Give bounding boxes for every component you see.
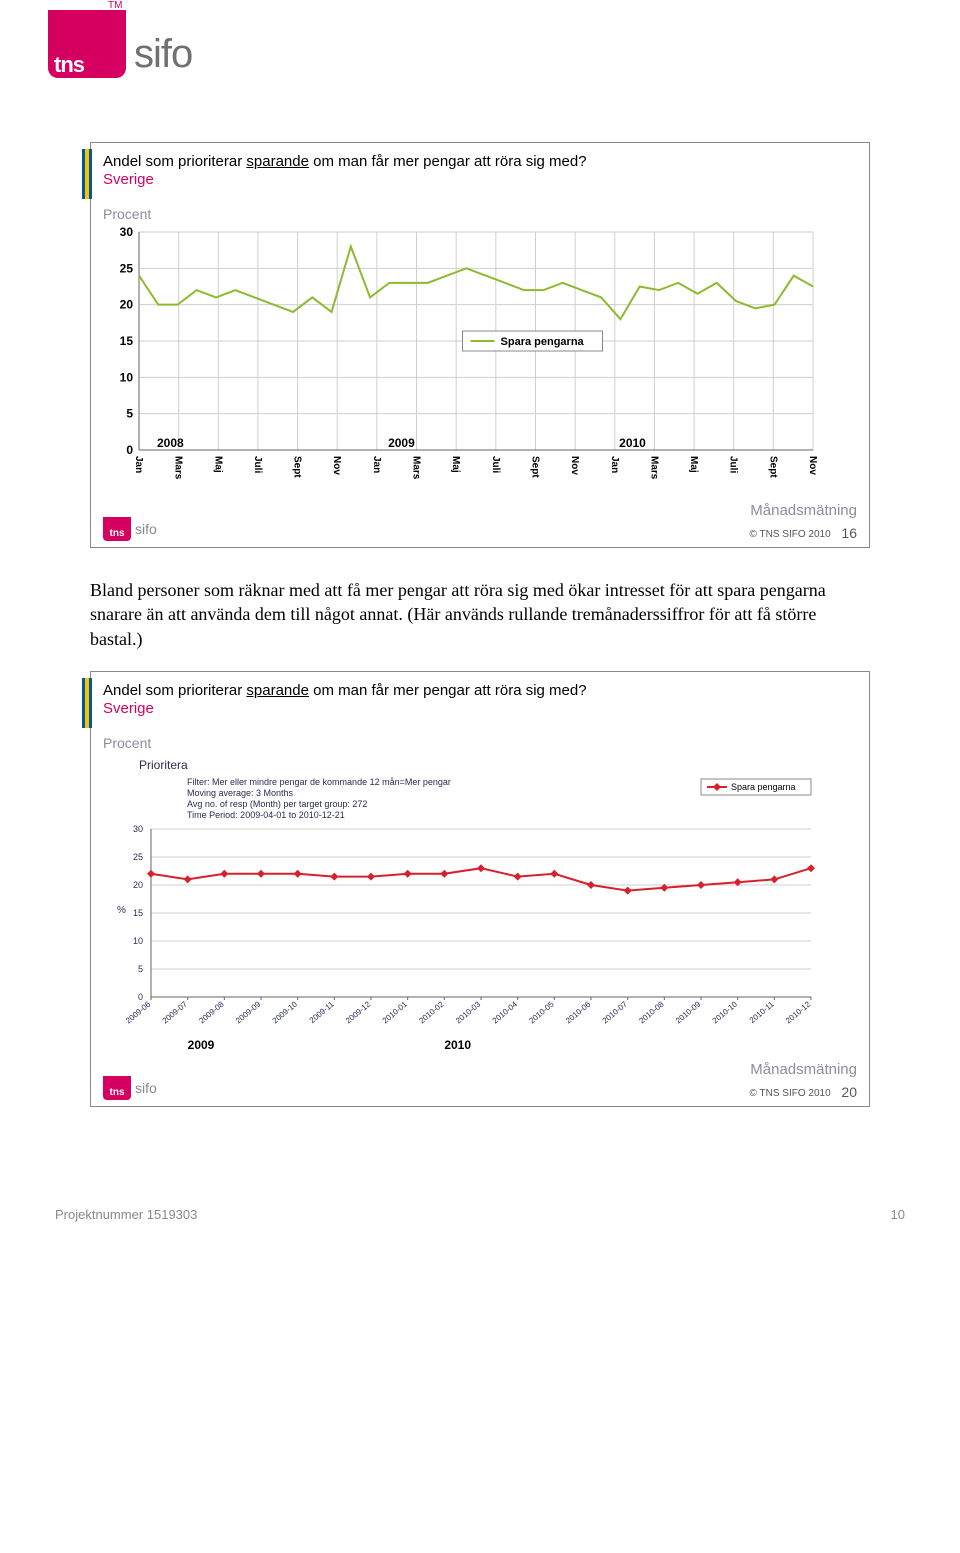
chart1-page-no: 16 — [841, 525, 857, 541]
svg-text:Jan: Jan — [133, 456, 144, 473]
page-footer: Projektnummer 1519303 10 — [0, 1167, 960, 1232]
chart1-ylabel: Procent — [103, 206, 857, 222]
svg-text:Filter: Mer eller mindre penga: Filter: Mer eller mindre pengar de komma… — [187, 777, 451, 787]
svg-text:2009-07: 2009-07 — [161, 999, 190, 1025]
chart2-page-no: 20 — [841, 1084, 857, 1100]
svg-text:2010-09: 2010-09 — [674, 999, 703, 1025]
svg-text:2010: 2010 — [619, 436, 646, 450]
svg-text:5: 5 — [126, 407, 133, 421]
svg-text:30: 30 — [120, 226, 134, 239]
chart2-mini-logo: tnssifo — [103, 1076, 157, 1100]
svg-text:%: % — [117, 905, 126, 916]
svg-text:2010-04: 2010-04 — [491, 999, 520, 1025]
chart1-svg: 0 5 10 15 20 25 30 Jan Mars Maj Juli Sept Nov Jan Mars… — [103, 226, 823, 496]
chart1-container: Andel som prioriterar sparande om man få… — [90, 142, 870, 548]
chart1-title-pre: Andel som prioriterar — [103, 153, 246, 170]
logo-tns-text: tns — [54, 52, 84, 78]
svg-text:10: 10 — [133, 936, 143, 946]
chart2-svg: Prioritera Filter: Mer eller mindre penga… — [103, 755, 823, 1055]
svg-text:10: 10 — [120, 370, 134, 384]
svg-text:Time Period: 2009-04-01 to 201: Time Period: 2009-04-01 to 2010-12-21 — [187, 810, 345, 820]
svg-text:15: 15 — [133, 908, 143, 918]
svg-text:2009-10: 2009-10 — [271, 999, 300, 1025]
svg-text:Nov: Nov — [807, 456, 818, 475]
svg-text:2010-10: 2010-10 — [711, 999, 740, 1025]
svg-text:Nov: Nov — [569, 456, 580, 475]
svg-text:2010-11: 2010-11 — [748, 999, 776, 1025]
svg-text:2010-07: 2010-07 — [601, 999, 630, 1025]
svg-text:15: 15 — [120, 334, 134, 348]
svg-text:2010-12: 2010-12 — [784, 999, 813, 1025]
svg-text:Spara pengarna: Spara pengarna — [501, 336, 585, 348]
svg-text:Sept: Sept — [292, 456, 303, 478]
chart1-title-underline: sparande — [246, 153, 309, 170]
chart2-title-post: om man får mer pengar att röra sig med? — [309, 682, 587, 699]
svg-text:Juli: Juli — [490, 456, 501, 473]
svg-text:0: 0 — [126, 443, 133, 457]
chart2-country: Sverige — [103, 700, 857, 717]
svg-text:Maj: Maj — [450, 456, 461, 473]
svg-text:2009-11: 2009-11 — [308, 999, 336, 1025]
svg-text:2009-06: 2009-06 — [124, 999, 153, 1025]
svg-text:5: 5 — [138, 964, 143, 974]
project-number: Projektnummer 1519303 — [55, 1207, 197, 1222]
svg-text:2010-02: 2010-02 — [417, 999, 446, 1025]
chart2-title-pre: Andel som prioriterar — [103, 682, 246, 699]
svg-text:Spara pengarna: Spara pengarna — [731, 782, 796, 792]
svg-text:2009-09: 2009-09 — [234, 999, 263, 1025]
svg-text:20: 20 — [133, 880, 143, 890]
svg-text:Mars: Mars — [648, 456, 659, 480]
chart1-mini-logo: tnssifo — [103, 517, 157, 541]
svg-text:Sept: Sept — [529, 456, 540, 478]
svg-text:2010-06: 2010-06 — [564, 999, 593, 1025]
svg-text:2010-05: 2010-05 — [527, 999, 556, 1025]
chart2-copyright: © TNS SIFO 2010 — [750, 1088, 831, 1099]
chart1-title-post: om man får mer pengar att röra sig med? — [309, 153, 587, 170]
svg-text:Maj: Maj — [212, 456, 223, 473]
svg-text:2009: 2009 — [188, 1038, 215, 1052]
page-number: 10 — [891, 1207, 905, 1222]
svg-text:25: 25 — [133, 852, 143, 862]
svg-text:Mars: Mars — [411, 456, 422, 480]
chart1-country: Sverige — [103, 171, 857, 188]
chart2-title: Andel som prioriterar sparande om man få… — [103, 682, 857, 699]
svg-text:2010-08: 2010-08 — [637, 999, 666, 1025]
svg-text:Mars: Mars — [173, 456, 184, 480]
svg-text:Moving average: 3 Months: Moving average: 3 Months — [187, 788, 294, 798]
svg-text:Maj: Maj — [688, 456, 699, 473]
svg-text:Sept: Sept — [767, 456, 778, 478]
sweden-flag-stripe — [82, 149, 92, 199]
svg-text:2010-01: 2010-01 — [381, 999, 410, 1025]
chart1-footer-label: Månadsmätning — [750, 502, 857, 519]
svg-text:Prioritera: Prioritera — [139, 758, 188, 772]
svg-text:2009-12: 2009-12 — [344, 999, 373, 1025]
chart2-container: Andel som prioriterar sparande om man få… — [90, 671, 870, 1107]
chart1-copyright: © TNS SIFO 2010 — [750, 529, 831, 540]
svg-text:Avg no. of resp (Month) per ta: Avg no. of resp (Month) per target group… — [187, 799, 367, 809]
body-paragraph: Bland personer som räknar med att få mer… — [90, 578, 870, 651]
svg-text:2009-08: 2009-08 — [197, 999, 226, 1025]
svg-text:Juli: Juli — [728, 456, 739, 473]
svg-text:Juli: Juli — [252, 456, 263, 473]
svg-text:2009: 2009 — [388, 436, 415, 450]
svg-text:2008: 2008 — [157, 436, 184, 450]
chart2-footer-label: Månadsmätning — [750, 1061, 857, 1078]
chart1-title: Andel som prioriterar sparande om man få… — [103, 153, 857, 170]
chart2-ylabel: Procent — [103, 735, 857, 751]
svg-text:25: 25 — [120, 261, 134, 275]
chart2-title-underline: sparande — [246, 682, 309, 699]
svg-text:Jan: Jan — [609, 456, 620, 473]
svg-text:30: 30 — [133, 824, 143, 834]
svg-text:Nov: Nov — [331, 456, 342, 475]
logo-sifo-text: sifo — [134, 32, 192, 77]
svg-text:2010: 2010 — [444, 1038, 471, 1052]
svg-text:0: 0 — [138, 992, 143, 1002]
svg-text:20: 20 — [120, 298, 134, 312]
tns-sifo-logo: TM tns sifo — [40, 0, 235, 92]
svg-text:2010-03: 2010-03 — [454, 999, 483, 1025]
svg-text:Jan: Jan — [371, 456, 382, 473]
sweden-flag-stripe — [82, 678, 92, 728]
